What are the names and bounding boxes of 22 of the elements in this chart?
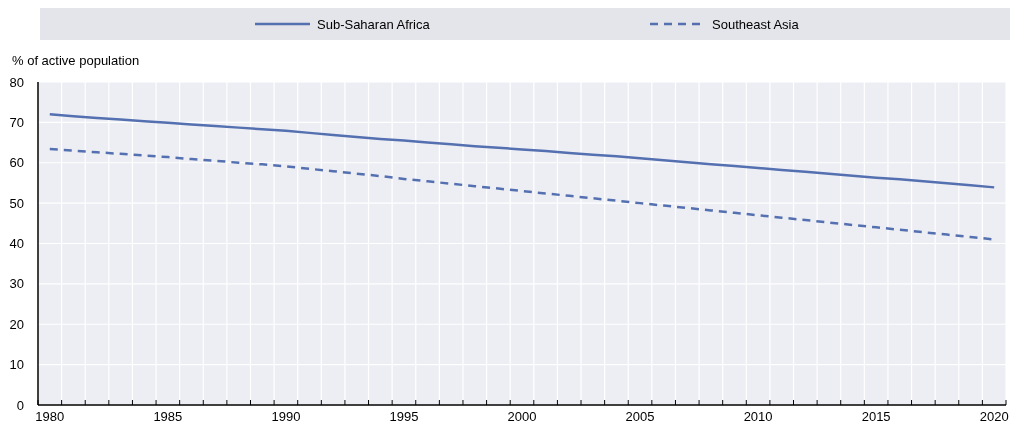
- line-series: [48, 113, 996, 189]
- y-tick-label: 20: [9, 316, 24, 332]
- x-tick-label: 1980: [35, 409, 65, 424]
- legend-label: Southeast Asia: [712, 17, 800, 32]
- y-tick-label: 60: [9, 155, 24, 171]
- y-tick-label: 80: [9, 74, 24, 90]
- x-tick-label: 2010: [743, 409, 773, 424]
- x-tick-label: 2000: [507, 409, 537, 424]
- x-tick-label: 2005: [625, 409, 655, 424]
- y-tick-label: 30: [9, 276, 24, 292]
- y-tick-label: 50: [9, 195, 24, 211]
- x-tick-label: 1995: [389, 409, 419, 424]
- y-tick-label: 10: [9, 357, 24, 373]
- y-tick-label: 40: [9, 236, 24, 251]
- x-tick-label: 1990: [271, 409, 301, 424]
- y-tick-label: 0: [16, 397, 24, 413]
- x-tick-label: 2015: [861, 409, 891, 424]
- y-tick-label: 70: [9, 114, 24, 130]
- x-tick-label: 2020: [979, 409, 1009, 424]
- y-axis-title: % of active population: [12, 53, 140, 68]
- legend-label: Sub-Saharan Africa: [317, 17, 431, 32]
- x-tick-label: 1985: [153, 409, 183, 424]
